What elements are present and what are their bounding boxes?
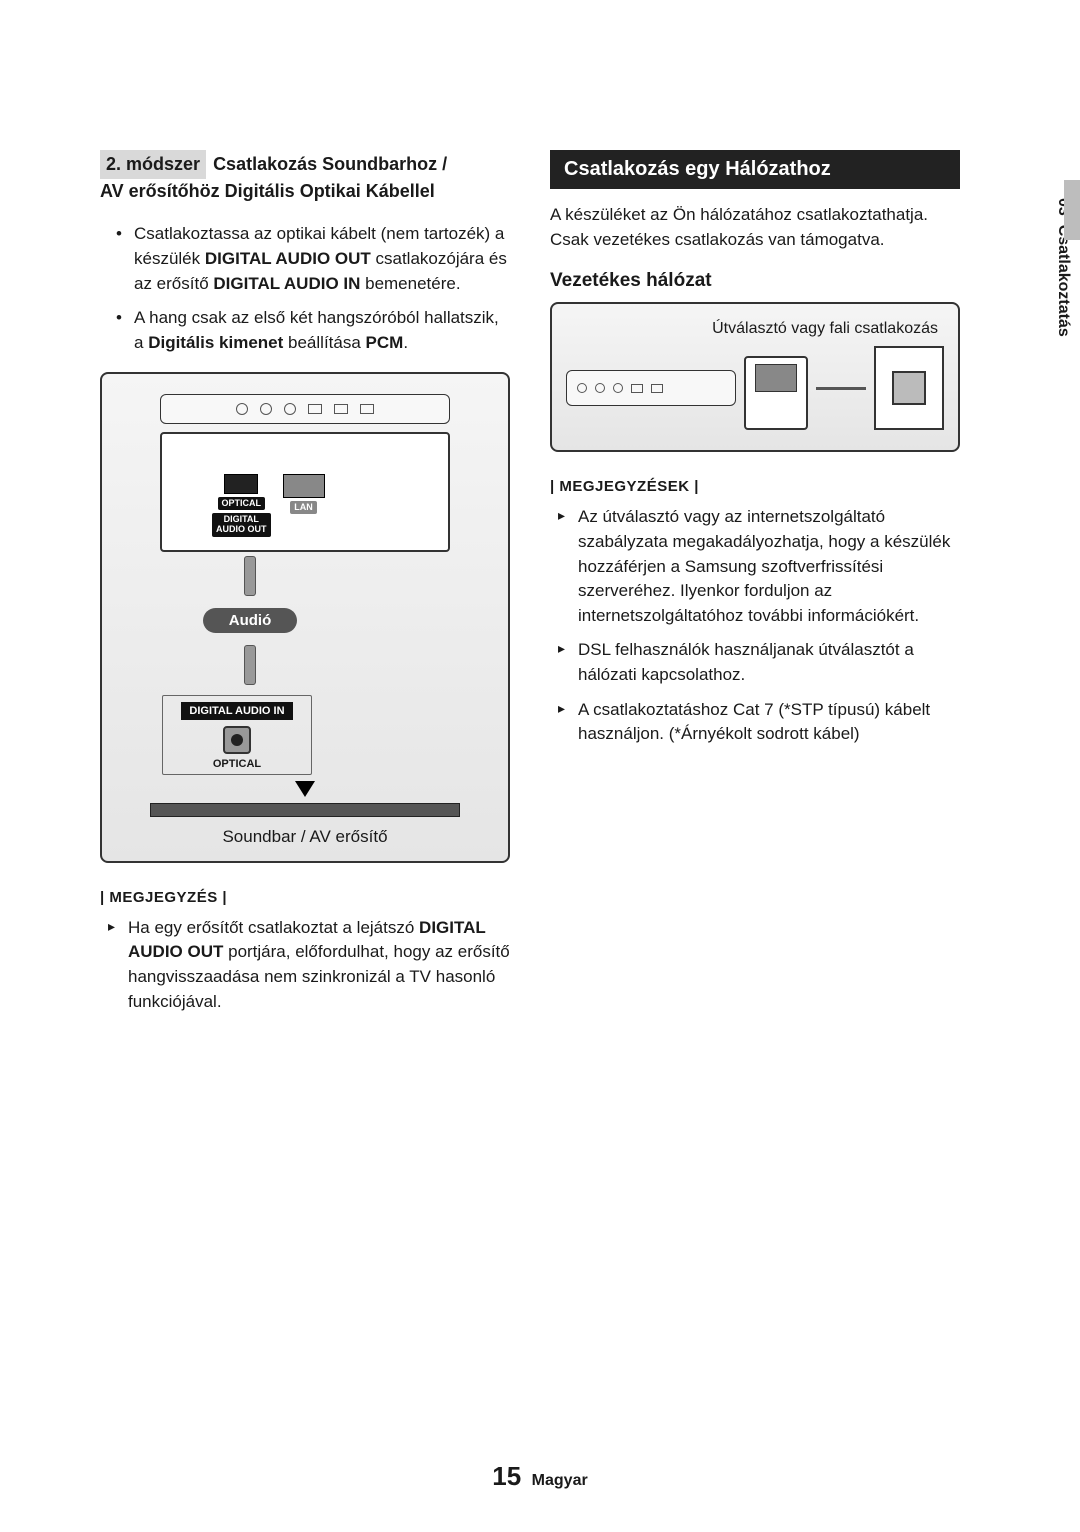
router-icon — [744, 356, 808, 430]
cable-plug-top — [244, 556, 256, 596]
left-notes: Ha egy erősítőt csatlakoztat a lejátszó … — [100, 916, 510, 1015]
right-note-1: Az útválasztó vagy az internetszolgáltat… — [558, 505, 960, 628]
note-header-left: | MEGJEGYZÉS | — [100, 889, 510, 906]
right-note-2: DSL felhasználók használjanak útválasztó… — [558, 638, 960, 687]
right-notes: Az útválasztó vagy az internetszolgáltat… — [550, 505, 960, 747]
method-title-1: Csatlakozás Soundbarhoz / — [213, 154, 447, 174]
bullet-2: A hang csak az első két hangszóróból hal… — [116, 306, 510, 355]
player-icon — [566, 370, 736, 406]
soundbar-caption: Soundbar / AV erősítő — [122, 827, 488, 847]
page-language: Magyar — [532, 1472, 588, 1489]
side-gray-bar — [1064, 180, 1080, 240]
optical-port: OPTICAL DIGITAL AUDIO OUT — [212, 474, 271, 538]
wall-jack-icon — [874, 346, 944, 430]
player-rear-icon — [160, 394, 450, 424]
chapter-title: Csatlakoztatás — [1055, 225, 1072, 337]
router-caption: Útválasztó vagy fali csatlakozás — [566, 320, 944, 338]
optical-diagram: OPTICAL DIGITAL AUDIO OUT LAN Audió DIGI… — [100, 372, 510, 863]
audio-label: Audió — [203, 608, 298, 633]
left-column: 2. módszer Csatlakozás Soundbarhoz / AV … — [100, 150, 510, 1024]
arrow-down-icon — [295, 781, 315, 797]
network-diagram: Útválasztó vagy fali csatlakozás — [550, 302, 960, 452]
optical-jack-icon — [223, 726, 251, 754]
port-panel: OPTICAL DIGITAL AUDIO OUT LAN — [160, 432, 450, 552]
method-tag: 2. módszer — [100, 150, 206, 179]
method-heading: 2. módszer Csatlakozás Soundbarhoz / AV … — [100, 150, 510, 204]
page-footer: 15 Magyar — [0, 1461, 1080, 1492]
digital-audio-in-box: DIGITAL AUDIO IN OPTICAL — [162, 695, 312, 775]
left-note-1: Ha egy erősítőt csatlakoztat a lejátszó … — [108, 916, 510, 1015]
soundbar-icon — [150, 803, 460, 817]
notes-header-right: | MEGJEGYZÉSEK | — [550, 478, 960, 495]
cable-line — [816, 387, 866, 390]
wired-subheading: Vezetékes hálózat — [550, 270, 960, 292]
lan-port: LAN — [283, 474, 325, 515]
side-chapter-tab: 03 Csatlakoztatás — [1046, 180, 1080, 400]
section-intro: A készüléket az Ön hálózatához csatlakoz… — [550, 203, 960, 252]
section-title-bar: Csatlakozás egy Hálózathoz — [550, 150, 960, 189]
right-note-3: A csatlakoztatáshoz Cat 7 (*STP típusú) … — [558, 698, 960, 747]
method-bullets: Csatlakoztassa az optikai kábelt (nem ta… — [100, 222, 510, 355]
right-column: Csatlakozás egy Hálózathoz A készüléket … — [550, 150, 960, 1024]
bullet-1: Csatlakoztassa az optikai kábelt (nem ta… — [116, 222, 510, 296]
method-title-2: AV erősítőhöz Digitális Optikai Kábellel — [100, 181, 435, 201]
page-number: 15 — [492, 1461, 521, 1491]
cable-plug-bottom — [244, 645, 256, 685]
